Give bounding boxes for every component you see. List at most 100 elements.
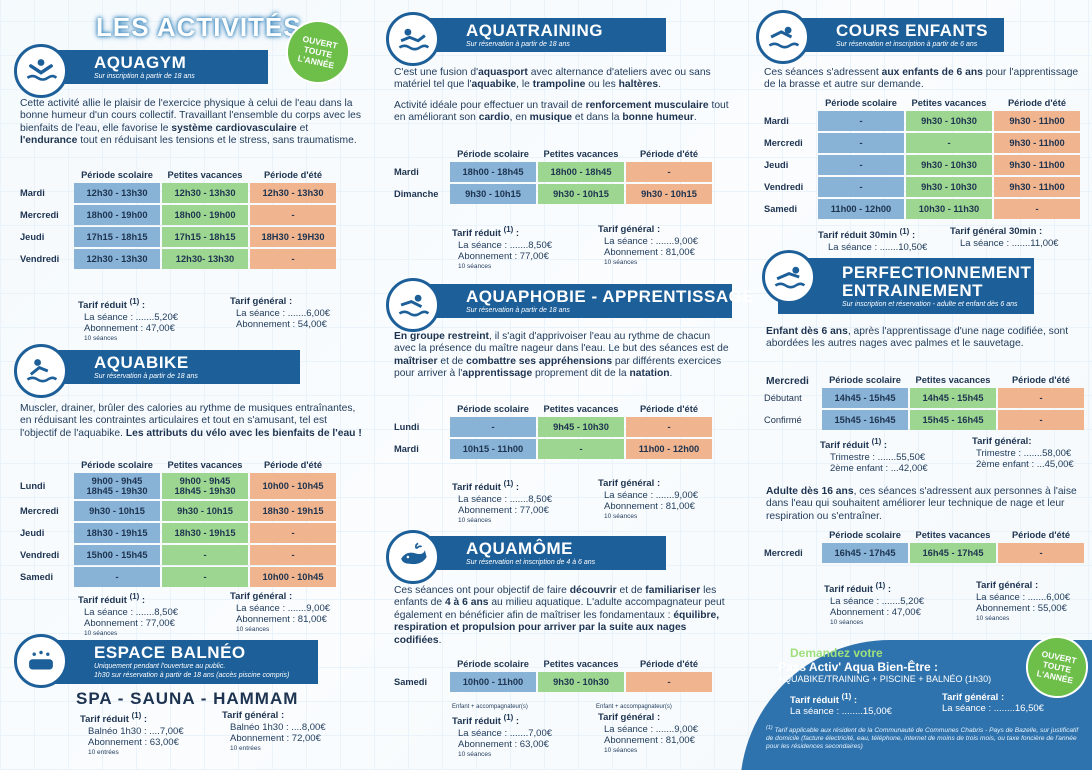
time-slot: 9h30 - 10h15	[626, 184, 712, 204]
tarif-heading: Tarif réduit	[452, 228, 501, 240]
tarif-heading: Tarif réduit 30min	[818, 230, 898, 242]
time-slot: 17h15 - 18h15	[162, 227, 248, 247]
table-row: Mercredi 18h00 - 19h00 18h00 - 19h00-	[20, 205, 336, 225]
tarif-heading: Tarif général :	[598, 224, 661, 235]
time-slot: 18h00 - 18h45	[538, 162, 624, 182]
row-label: Vendredi	[764, 182, 804, 192]
cours-enfants-description: Ces séances s'adressent aux enfants de 6…	[764, 67, 1079, 91]
aquamome-schedule: Période scolaire Petites vacances Période …	[392, 655, 714, 694]
time-slot: 11h00 - 12h00	[626, 439, 712, 459]
row-label: Mardi	[394, 167, 419, 177]
aquamome-note: Enfant + accompagnateur(s)	[452, 704, 528, 710]
aquamome-title: AQUAMÔME	[466, 539, 573, 558]
tarif-line: Abonnement : 63,00€	[458, 739, 549, 751]
time-slot: 18h00 - 18h45	[450, 162, 536, 182]
time-slot: -	[818, 133, 904, 153]
aquaphobie-banner: AQUAPHOBIE - APPRENTISSAGE Sur réservati…	[402, 284, 755, 318]
time-slot: 9h30 - 11h00	[994, 133, 1080, 153]
cours-enfants-title: COURS ENFANTS	[836, 21, 988, 40]
time-slot: 12h30 - 13h30	[250, 183, 336, 203]
cours-enfants-tarif-reduit: Tarif réduit 30min (1) : La séance : ...…	[818, 227, 928, 253]
row-label: Mercredi	[764, 138, 803, 148]
tarif-line: Balnéo 1h30 : ....8,00€	[230, 721, 326, 733]
whale-icon	[386, 530, 440, 584]
aquamome-banner: AQUAMÔME Sur réservation et inscription …	[402, 536, 666, 570]
tarif-line: La séance : .......6,00€	[236, 307, 331, 319]
time-slot: 9h30 - 10h30	[906, 111, 992, 131]
column-header: Petites vacances	[167, 169, 243, 180]
time-slot: -	[250, 205, 336, 225]
column-header: Période scolaire	[829, 529, 901, 540]
time-slot: 18H30 - 19H30	[250, 227, 336, 247]
aquagym-subtitle: Sur inscription à partir de 18 ans	[94, 73, 195, 80]
tarif-line: 10 séances	[84, 334, 118, 342]
tarif-line: La séance : .......9,00€	[604, 723, 699, 735]
swimmer-icon	[762, 250, 816, 304]
tarif-line: 10 séances	[604, 512, 638, 520]
tarif-line: Abonnement : 54,00€	[236, 319, 327, 330]
pass-title: Demandez votre	[790, 646, 883, 660]
column-header: Période d'été	[639, 658, 698, 669]
column-header: Période d'été	[1011, 374, 1070, 385]
table-row: Samedi 10h00 - 11h00 9h30 - 10h30-	[394, 672, 712, 692]
column-header: Petites vacances	[543, 658, 619, 669]
tarif-heading: Tarif général :	[598, 712, 661, 723]
tarif-line: La séance : ........16,50€	[942, 703, 1044, 714]
time-slot: 9h00 - 9h45 18h45 - 19h30	[162, 473, 248, 499]
time-slot: 9h30 - 10h30	[906, 155, 992, 175]
aquagym-description: Cette activité allie le plaisir de l'exe…	[20, 98, 362, 147]
table-row: Samedi - -10h00 - 10h45	[20, 567, 336, 587]
perf-description-2: Adulte dès 16 ans, ces séances s'adresse…	[766, 486, 1077, 522]
tarif-heading: Tarif général:	[972, 436, 1032, 447]
table-row: Mardi 12h30 - 13h30 12h30 - 13h30 12h30 - 1…	[20, 183, 336, 203]
column-header: Période scolaire	[829, 374, 901, 385]
column-header: Petites vacances	[915, 529, 991, 540]
time-slot: 9h30 - 10h30	[906, 177, 992, 197]
time-slot: 10h00 - 11h00	[450, 672, 536, 692]
time-slot: 18h30 - 19h15	[74, 523, 160, 543]
balneo-subtitle: Uniquement pendant l'ouverture au public…	[94, 663, 226, 670]
row-label: Mercredi	[20, 506, 59, 516]
time-slot: -	[450, 417, 536, 437]
row-label: Lundi	[20, 481, 46, 491]
column-header: Période scolaire	[81, 459, 153, 470]
table-row: Jeudi -9h30 - 10h30 9h30 - 11h00	[764, 155, 1080, 175]
aquabike-banner: AQUABIKE Sur réservation à partir de 18 …	[30, 350, 300, 384]
time-slot: 9h30 - 10h15	[450, 184, 536, 204]
tarif-line: Abonnement : 81,00€	[604, 735, 695, 746]
row-label: Mercredi	[20, 210, 59, 220]
tarif-heading: Tarif général :	[222, 710, 285, 721]
balneo-tarif-general: Tarif général : Balnéo 1h30 : ....8,00€ …	[222, 710, 326, 753]
table-row: Mardi 18h00 - 18h45 18h00 - 18h45-	[394, 162, 712, 182]
row-label: Dimanche	[394, 189, 439, 199]
column-header: Petites vacances	[543, 403, 619, 414]
column-header: Petites vacances	[167, 459, 243, 470]
perf-subtitle: Sur inscription et réservation - adulte …	[842, 301, 1018, 308]
tarif-line: La séance : .......8,50€	[458, 493, 553, 505]
aquabike-tarif-general: Tarif général : La séance : .......9,00€…	[230, 591, 330, 634]
tarif-line: Abonnement : 81,00€	[236, 614, 327, 625]
balneo-banner: ESPACE BALNÉO Uniquement pendant l'ouver…	[30, 640, 318, 684]
tarif-line: Trimestre : .......55,50€	[830, 451, 926, 463]
perf-description: Enfant dès 6 ans, après l'apprentissage …	[766, 326, 1069, 350]
tarif-heading: Tarif général :	[598, 478, 661, 489]
aquabike-description: Muscler, drainer, brûler des calories au…	[20, 403, 362, 439]
time-slot: 11h00 - 12h00	[818, 199, 904, 219]
column-header: Période d'été	[1007, 97, 1066, 108]
aquamome-tarif-general: Tarif général : La séance : .......9,00€…	[598, 712, 698, 755]
time-slot: 9h30 - 11h00	[994, 111, 1080, 131]
row-label: Samedi	[394, 677, 428, 687]
aquaphobie-title: AQUAPHOBIE - APPRENTISSAGE	[466, 287, 755, 306]
time-slot: 12h30 - 13h30	[74, 249, 160, 269]
time-slot: 16h45 - 17h45	[822, 543, 908, 563]
time-slot: 10h15 - 11h00	[450, 439, 536, 459]
tarif-heading: Tarif réduit	[790, 695, 839, 707]
tarif-line: Abonnement : 77,00€	[458, 251, 549, 263]
table-row: Débutant 14h45 - 15h45 14h45 - 15h45-	[764, 388, 1084, 408]
time-slot: 9h30 - 11h00	[994, 155, 1080, 175]
tarif-line: Trimestre : .......58,00€	[976, 447, 1072, 459]
row-label: Jeudi	[20, 528, 45, 538]
tarif-line: 10 entrées	[88, 748, 119, 756]
time-slot: -	[626, 417, 712, 437]
aquatraining-subtitle: Sur réservation à partir de 18 ans	[466, 41, 570, 48]
